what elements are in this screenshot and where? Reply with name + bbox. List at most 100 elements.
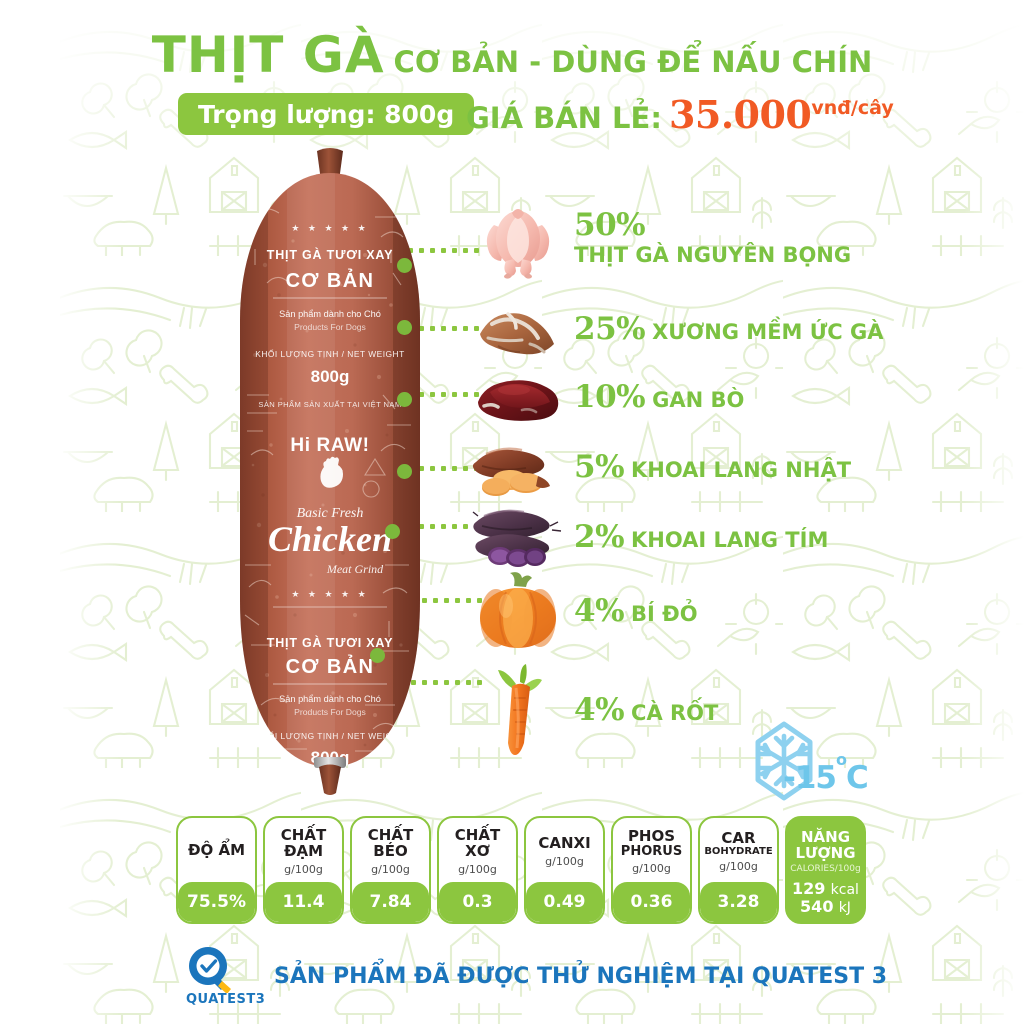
nutrition-head: CAR BOHYDRATE g/100g: [700, 818, 777, 882]
svg-text:Sản phẩm dành cho Chó: Sản phẩm dành cho Chó: [279, 309, 381, 319]
nutrition-head: NĂNG LƯỢNG CALORIES/100g: [787, 818, 864, 880]
svg-text:Meat Grind: Meat Grind: [326, 562, 384, 576]
nutrition-label: NĂNG LƯỢNG: [795, 827, 856, 862]
nutrition-unit: g/100g: [545, 854, 584, 868]
svg-text:CƠ BẢN: CƠ BẢN: [286, 269, 375, 292]
nutrition-cell-moisture: ĐỘ ẨM 75.5%: [176, 816, 257, 924]
ingredient-text: 5% KHOAI LANG NHẬT: [574, 449, 851, 485]
nutrition-label: PHOS PHORUS: [620, 827, 683, 860]
nutrition-head: ĐỘ ẨM: [178, 818, 255, 882]
nutrition-label: CHẤT BÉO: [367, 826, 414, 860]
ingredient-percent: 4%: [574, 593, 625, 629]
svg-text:★ ★ ★ ★ ★: ★ ★ ★ ★ ★: [291, 589, 368, 599]
pumpkin-icon: [470, 572, 566, 650]
ingredient-row: 5% KHOAI LANG NHẬT: [470, 428, 910, 506]
quatest-logo: QUATEST3: [186, 945, 266, 1007]
svg-text:Hi RAW!: Hi RAW!: [290, 435, 369, 456]
page-title: THỊT GÀ CƠ BẢN - DÙNG ĐỂ NẤU CHÍN: [0, 26, 1024, 84]
connector-dot-4: [397, 464, 412, 479]
nutrition-unit: g/100g: [371, 862, 410, 876]
ingredient-percent: 50%: [574, 207, 646, 244]
nutrition-head: CHẤT ĐẠM g/100g: [265, 818, 342, 882]
ingredient-name: KHOAI LANG NHẬT: [631, 458, 852, 482]
ingredient-name: GAN BÒ: [652, 388, 745, 412]
header: THỊT GÀ CƠ BẢN - DÙNG ĐỂ NẤU CHÍN Trọng l…: [0, 0, 1024, 150]
ingredient-name: XƯƠNG MỀM ỨC GÀ: [652, 320, 884, 344]
nutrition-cell-protein: CHẤT ĐẠM g/100g 11.4: [263, 816, 344, 924]
ingredient-text: 4% CÀ RỐT: [574, 692, 718, 728]
chicken-breast-bone-icon: [470, 290, 566, 368]
svg-text:Chicken: Chicken: [268, 519, 392, 559]
connector-dot-6: [370, 648, 385, 663]
japanese-sweet-potato-icon: [470, 428, 566, 506]
connector-dot-3: [397, 392, 412, 407]
svg-text:SẢN PHẨM SẢN XUẤT TẠI VIỆT NAM: SẢN PHẨM SẢN XUẤT TẠI VIỆT NAM: [258, 399, 401, 409]
connector-dot-2: [397, 320, 412, 335]
background-right-fade: [964, 0, 1024, 1024]
nutrition-label: CHẤT ĐẠM: [280, 826, 327, 860]
price-unit: vnđ/cây: [811, 97, 894, 119]
svg-text:★ ★ ★ ★ ★: ★ ★ ★ ★ ★: [291, 223, 368, 233]
price-label: GIÁ BÁN LẺ:: [466, 101, 662, 135]
svg-text:KHỐI LƯỢNG TỊNH / NET WEIGHT: KHỐI LƯỢNG TỊNH / NET WEIGHT: [255, 730, 404, 741]
ingredient-percent: 2%: [574, 519, 625, 555]
nutrition-value: 3.28: [700, 882, 777, 922]
nutrition-unit: g/100g: [632, 861, 671, 875]
nutrition-label: CHẤT XƠ: [454, 826, 501, 860]
nutrition-head: CHẤT BÉO g/100g: [352, 818, 429, 882]
ingredient-row: 50% THỊT GÀ NGUYÊN BỌNG: [470, 200, 910, 279]
nutrition-unit: g/100g: [719, 860, 758, 874]
ingredient-percent: 10%: [574, 379, 646, 415]
nutrition-value: 0.49: [526, 882, 603, 922]
nutrition-unit: g/100g: [284, 862, 323, 876]
nutrition-label: CAR BOHYDRATE: [704, 828, 773, 857]
connector-dot-5: [385, 524, 400, 539]
ingredient-name: BÍ ĐỎ: [631, 602, 698, 626]
freeze-temperature-badge: -15oC: [722, 718, 872, 813]
svg-text:Products For Dogs: Products For Dogs: [294, 707, 366, 717]
nutrition-value: 7.84: [352, 882, 429, 922]
quatest-check-icon: [189, 947, 231, 994]
ingredient-text: 2% KHOAI LANG TÍM: [574, 519, 828, 555]
title-subtitle: CƠ BẢN - DÙNG ĐỂ NẤU CHÍN: [393, 45, 873, 79]
price-row: GIÁ BÁN LẺ: 35.000 vnđ/cây: [466, 92, 894, 137]
nutrition-cell-fiber: CHẤT XƠ g/100g 0.3: [437, 816, 518, 924]
footer: QUATEST3 SẢN PHẨM ĐÃ ĐƯỢC THỬ NGHIỆM TẠI…: [186, 944, 887, 1008]
nutrition-label: ĐỘ ẨM: [187, 840, 246, 859]
nutrition-cell-phosphorus: PHOS PHORUS g/100g 0.36: [611, 816, 692, 924]
ingredient-name: KHOAI LANG TÍM: [631, 528, 829, 552]
purple-sweet-potato-icon: [470, 498, 566, 576]
nutrition-unit: CALORIES/100g: [790, 864, 861, 875]
ingredient-text: 50% THỊT GÀ NGUYÊN BỌNG: [574, 207, 852, 268]
ingredient-text: 10% GAN BÒ: [574, 379, 744, 415]
nutrition-value: 0.3: [439, 882, 516, 922]
nutrition-cell-fat: CHẤT BÉO g/100g 7.84: [350, 816, 431, 924]
price-value: 35.000: [668, 92, 812, 137]
nutrition-head: PHOS PHORUS g/100g: [613, 818, 690, 882]
whole-chicken-icon: [470, 200, 566, 279]
nutrition-cell-calcium: CANXI g/100g 0.49: [524, 816, 605, 924]
nutrition-value: 11.4: [265, 882, 342, 922]
ingredient-percent: 4%: [574, 692, 625, 728]
footer-text: SẢN PHẨM ĐÃ ĐƯỢC THỬ NGHIỆM TẠI QUATEST …: [274, 963, 888, 989]
nutrition-value: 75.5%: [178, 882, 255, 922]
nutrition-label: CANXI: [538, 834, 591, 853]
ingredient-text: 25% XƯƠNG MỀM ỨC GÀ: [574, 311, 884, 347]
quatest-wordmark: QUATEST3: [186, 992, 266, 1007]
beef-liver-icon: [470, 358, 566, 436]
ingredient-name: THỊT GÀ NGUYÊN BỌNG: [574, 243, 852, 268]
nutrition-value-energy: 129 kcal 540 kJ: [792, 879, 859, 917]
nutrition-table: ĐỘ ẨM 75.5% CHẤT ĐẠM g/100g 11.4 CHẤT BÉ…: [176, 816, 866, 924]
ingredient-percent: 25%: [574, 311, 646, 347]
ingredient-row: 25% XƯƠNG MỀM ỨC GÀ: [470, 290, 910, 368]
svg-text:800g: 800g: [311, 367, 350, 386]
weight-badge: Trọng lượng: 800g: [178, 93, 475, 135]
ingredient-row: 10% GAN BÒ: [470, 358, 910, 436]
nutrition-head: CHẤT XƠ g/100g: [439, 818, 516, 882]
svg-text:Products For Dogs: Products For Dogs: [294, 322, 366, 332]
nutrition-cell-energy: NĂNG LƯỢNG CALORIES/100g 129 kcal 540 kJ: [785, 816, 866, 924]
nutrition-unit: g/100g: [458, 862, 497, 876]
ingredient-percent: 5%: [574, 449, 625, 485]
ingredient-text: 4% BÍ ĐỎ: [574, 593, 698, 629]
nutrition-cell-carbohydrate: CAR BOHYDRATE g/100g 3.28: [698, 816, 779, 924]
